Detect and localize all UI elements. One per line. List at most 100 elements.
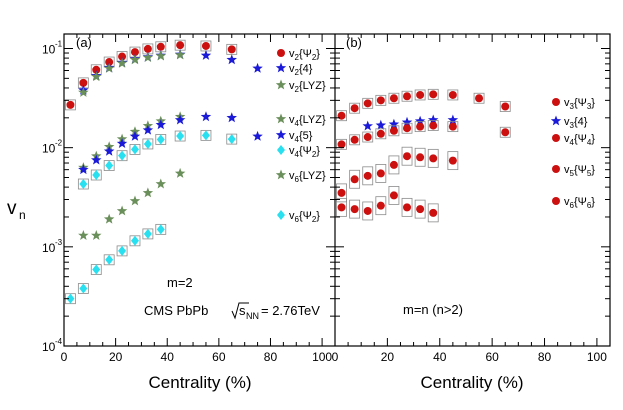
data-point: [130, 144, 139, 155]
panel-a-annotation: m=2: [167, 275, 193, 290]
legend-label: v2{4}: [289, 63, 313, 77]
sys-box: [401, 90, 413, 102]
x-axis-label-b: Centrality (%): [421, 373, 524, 392]
legend-entry-v3{4}: v3{4}: [550, 115, 588, 130]
data-point: [550, 115, 562, 126]
data-point: [277, 145, 285, 155]
sys-box: [427, 88, 439, 100]
data-point: [403, 92, 412, 101]
data-point: [475, 94, 484, 103]
sys-box: [388, 155, 400, 175]
data-point: [130, 48, 139, 57]
legend-label: v6{LYZ}: [289, 170, 326, 184]
sqrt-sign-icon: [231, 302, 249, 320]
y-tick-label: 10: [42, 340, 56, 354]
series-v4{Ψ4}: [336, 120, 511, 150]
y-tick-exponent: -2: [55, 139, 63, 148]
sys-box: [414, 199, 426, 219]
series-v6{LYZ}: [78, 167, 186, 240]
legend-entry-v6{Ψ6}: v6{Ψ6}: [552, 196, 595, 210]
data-point: [155, 178, 166, 189]
data-point: [389, 94, 398, 103]
sys-box: [401, 122, 413, 134]
x-tick-label: 80: [264, 350, 278, 364]
legend-entry-v4{LYZ}: v4{LYZ}: [275, 113, 326, 128]
legend-entry-v2{4}: v2{4}: [275, 62, 313, 77]
series-v2{4}: [78, 49, 263, 95]
panel-a-label: (a): [76, 35, 92, 50]
legend-label: v4{5}: [289, 130, 313, 144]
data-point: [143, 228, 152, 239]
data-point: [116, 205, 128, 216]
data-point: [363, 171, 372, 180]
data-point: [103, 213, 115, 224]
data-point: [78, 87, 89, 97]
data-point: [142, 124, 154, 135]
data-point: [200, 111, 212, 122]
x-tick-label: 60: [212, 350, 226, 364]
series-v6{Ψ6}: [336, 186, 439, 223]
y-tick-exponent: -1: [55, 39, 63, 48]
legend-entry-v4{5}: v4{5}: [275, 129, 313, 144]
legend-label: v4{Ψ2}: [289, 145, 320, 159]
data-point: [501, 102, 510, 111]
y-tick-exponent: -3: [55, 238, 63, 247]
data-point: [118, 245, 127, 256]
sys-box: [427, 203, 439, 223]
data-point: [79, 179, 88, 190]
data-point: [350, 104, 359, 113]
data-point: [389, 160, 398, 169]
data-point: [362, 120, 373, 131]
panel-b-annotation: m=n (n>2): [403, 302, 463, 317]
data-point: [350, 205, 359, 214]
x-tick-label: 0: [332, 350, 339, 364]
data-point: [79, 283, 88, 294]
series-v5{Ψ5}: [336, 146, 459, 203]
data-point: [156, 42, 165, 51]
x-tick-label: 20: [109, 350, 123, 364]
data-point: [429, 208, 438, 217]
data-point: [376, 201, 385, 210]
data-point: [227, 134, 236, 145]
y-axis-label-sub: n: [19, 208, 26, 222]
data-point: [388, 118, 400, 129]
data-point: [429, 90, 438, 99]
y-tick-label: 10: [42, 142, 56, 156]
legend-entry-v3{Ψ3}: v3{Ψ3}: [552, 97, 595, 111]
data-point: [401, 116, 413, 127]
y-axis-label: v: [7, 198, 17, 219]
data-point: [201, 130, 210, 141]
data-point: [363, 206, 372, 215]
data-point: [176, 131, 185, 142]
data-point: [277, 49, 285, 57]
data-point: [252, 62, 263, 73]
legend-entry-v2{LYZ}: v2{LYZ}: [275, 79, 326, 94]
sys-box: [414, 89, 426, 101]
data-point: [116, 57, 128, 68]
sys-box: [65, 99, 76, 111]
series-v2{Ψ2}: [65, 39, 238, 111]
data-point: [66, 293, 75, 304]
legend: v2{Ψ2}v2{4} v2{LYZ} v4{LYZ} v4{5}v4{Ψ2} v6{L…: [275, 48, 595, 224]
experiment-label: CMS PbPb: [144, 303, 208, 318]
legend-label: v4{Ψ4}: [564, 133, 595, 147]
data-point: [201, 41, 210, 50]
sys-box: [362, 166, 374, 186]
sys-box: [349, 169, 361, 189]
sys-box: [388, 92, 400, 104]
data-point: [552, 197, 560, 205]
series-v2{LYZ}: [78, 49, 186, 97]
data-point: [376, 129, 385, 138]
data-point: [91, 71, 102, 82]
data-point: [130, 235, 139, 246]
legend-label: v4{LYZ}: [289, 114, 326, 128]
plot-frame: [63, 33, 611, 347]
data-point: [66, 100, 75, 109]
data-point: [143, 138, 152, 149]
data-point: [389, 191, 398, 200]
series-v4{5}: [78, 111, 263, 175]
sys-box: [473, 92, 485, 104]
data-point: [176, 41, 185, 50]
legend-entry-v5{Ψ5}: v5{Ψ5}: [552, 164, 595, 178]
